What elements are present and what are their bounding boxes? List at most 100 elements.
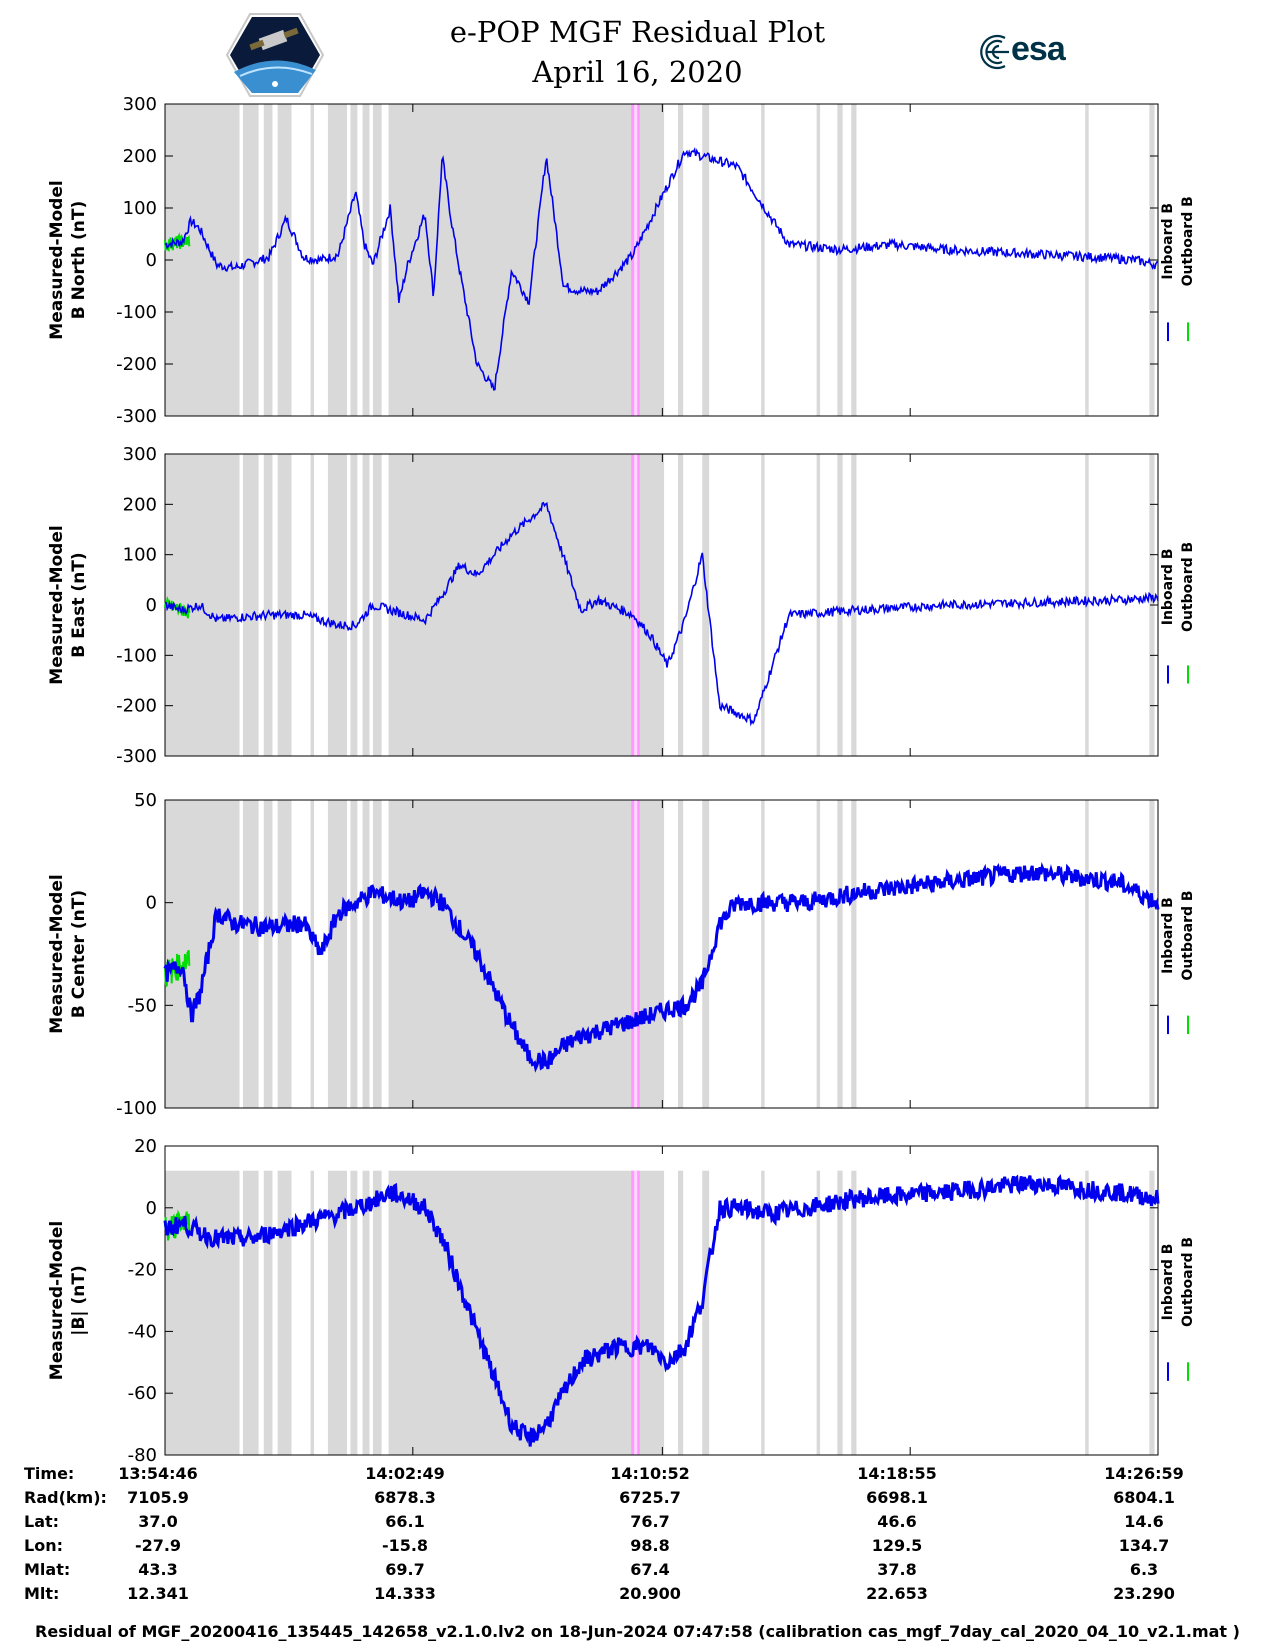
info-value: 66.1 xyxy=(385,1512,425,1531)
y-tick-label: 100 xyxy=(123,198,157,219)
data-gap-band xyxy=(263,454,273,756)
info-value: 6725.7 xyxy=(619,1488,681,1507)
data-gap-band xyxy=(277,1170,292,1455)
data-gap-band xyxy=(702,104,710,416)
info-row-label: Rad(km): xyxy=(24,1488,107,1507)
cassiope-logo-icon xyxy=(226,13,324,97)
data-gap-band xyxy=(677,800,684,1108)
panel-1: 300 200 100 0 -100 -200 -300 Measured-Model B No… xyxy=(47,94,1196,427)
esa-wordmark: esa xyxy=(1011,30,1066,68)
data-gap-band xyxy=(277,454,292,756)
data-gap-band xyxy=(263,1170,273,1455)
highlight-band-gap xyxy=(634,800,638,1108)
inboard-trace xyxy=(163,861,1160,1073)
info-row-label: Mlat: xyxy=(24,1560,71,1579)
info-value: 6878.3 xyxy=(374,1488,436,1507)
data-gap-band xyxy=(310,800,315,1108)
data-gap-band xyxy=(372,104,382,416)
info-value: 6804.1 xyxy=(1113,1488,1175,1507)
info-row-label: Lat: xyxy=(24,1512,60,1531)
plot-frame xyxy=(164,1145,1159,1456)
data-gap-band xyxy=(1085,800,1089,1108)
y-tick-label: 0 xyxy=(146,1198,157,1219)
data-gap-band xyxy=(350,800,358,1108)
inboard-trace xyxy=(163,1174,1160,1447)
info-value: 14:26:59 xyxy=(1104,1464,1184,1483)
data-gap-band xyxy=(327,104,347,416)
y-axis-label: Measured-Model xyxy=(47,180,67,339)
data-gap-band xyxy=(388,104,665,416)
legend-label: Inboard B xyxy=(1160,1244,1176,1321)
info-row-label: Time: xyxy=(24,1464,75,1483)
data-gap-band xyxy=(165,104,240,416)
legend-label: Inboard B xyxy=(1160,549,1176,626)
data-gap-band xyxy=(372,454,382,756)
y-tick-label: -300 xyxy=(116,406,157,427)
y-tick-label: -100 xyxy=(116,645,157,666)
data-gap-band xyxy=(851,104,857,416)
data-gap-band xyxy=(350,1170,358,1455)
legend-label: Inboard B xyxy=(1160,897,1176,974)
info-value: 37.0 xyxy=(138,1512,178,1531)
data-gap-band xyxy=(310,1170,315,1455)
info-row: Mlt: 12.341 14.333 20.900 22.653 23.290 xyxy=(0,1584,1275,1608)
data-gap-band xyxy=(350,104,358,416)
y-tick-label: -40 xyxy=(128,1321,157,1342)
data-gap-band xyxy=(277,104,292,416)
legend-label: Inboard B xyxy=(1160,203,1176,280)
data-gap-band xyxy=(761,800,765,1108)
plot-date: April 16, 2020 xyxy=(532,55,743,89)
y-tick-label: -20 xyxy=(128,1260,157,1281)
legend-label: Outboard B xyxy=(1180,890,1196,980)
data-gap-band xyxy=(362,1170,370,1455)
data-gap-band xyxy=(388,1170,665,1455)
inboard-trace xyxy=(164,147,1159,391)
info-row: Rad(km): 7105.9 6878.3 6725.7 6698.1 6804.1 xyxy=(0,1488,1275,1512)
y-tick-label: 100 xyxy=(123,545,157,566)
data-gap-band xyxy=(362,800,370,1108)
data-gap-band xyxy=(761,454,765,756)
info-value: 7105.9 xyxy=(127,1488,189,1507)
info-row: Time: 13:54:46 14:02:49 14:10:52 14:18:55 14:… xyxy=(0,1464,1275,1488)
highlight-band-gap xyxy=(634,104,638,416)
inboard-trace xyxy=(164,501,1159,727)
info-value: 13:54:46 xyxy=(118,1464,198,1483)
info-row-label: Mlt: xyxy=(24,1584,60,1603)
data-gap-band xyxy=(851,1170,857,1455)
y-tick-label: 0 xyxy=(146,893,157,914)
y-axis-label: B East (nT) xyxy=(69,552,89,657)
data-gap-band xyxy=(165,1170,240,1455)
info-value: 14:02:49 xyxy=(365,1464,445,1483)
data-gap-band xyxy=(277,800,292,1108)
data-gap-band xyxy=(362,104,370,416)
y-tick-label: -300 xyxy=(116,746,157,767)
data-gap-band xyxy=(837,104,843,416)
data-gap-band xyxy=(372,800,382,1108)
info-value: 12.341 xyxy=(127,1584,189,1603)
y-tick-label: -100 xyxy=(116,302,157,323)
y-tick-label: -80 xyxy=(128,1445,157,1466)
data-gap-band xyxy=(350,454,358,756)
info-value: 43.3 xyxy=(138,1560,178,1579)
plot-title: e-POP MGF Residual Plot xyxy=(449,15,826,49)
panel-2: 300 200 100 0 -100 -200 -300 Measured-Model B Ea… xyxy=(47,444,1196,767)
info-value: 67.4 xyxy=(630,1560,670,1579)
y-tick-label: 0 xyxy=(146,250,157,271)
y-axis-label: Measured-Model xyxy=(47,874,67,1033)
y-axis-label: Measured-Model xyxy=(47,1221,67,1380)
info-value: 69.7 xyxy=(385,1560,425,1579)
info-value: 14.6 xyxy=(1124,1512,1164,1531)
info-value: 23.290 xyxy=(1113,1584,1175,1603)
data-gap-band xyxy=(677,104,684,416)
legend-label: Outboard B xyxy=(1180,1237,1196,1327)
data-gap-band xyxy=(816,800,821,1108)
info-value: 37.8 xyxy=(877,1560,917,1579)
info-row: Mlat: 43.3 69.7 67.4 37.8 6.3 xyxy=(0,1560,1275,1584)
legend-label: Outboard B xyxy=(1180,196,1196,286)
data-gap-band xyxy=(327,454,347,756)
info-value: -15.8 xyxy=(381,1536,429,1555)
data-gap-band xyxy=(837,1170,843,1455)
data-gap-band xyxy=(372,1170,382,1455)
data-gap-band xyxy=(1085,1170,1089,1455)
y-tick-label: 300 xyxy=(123,444,157,465)
